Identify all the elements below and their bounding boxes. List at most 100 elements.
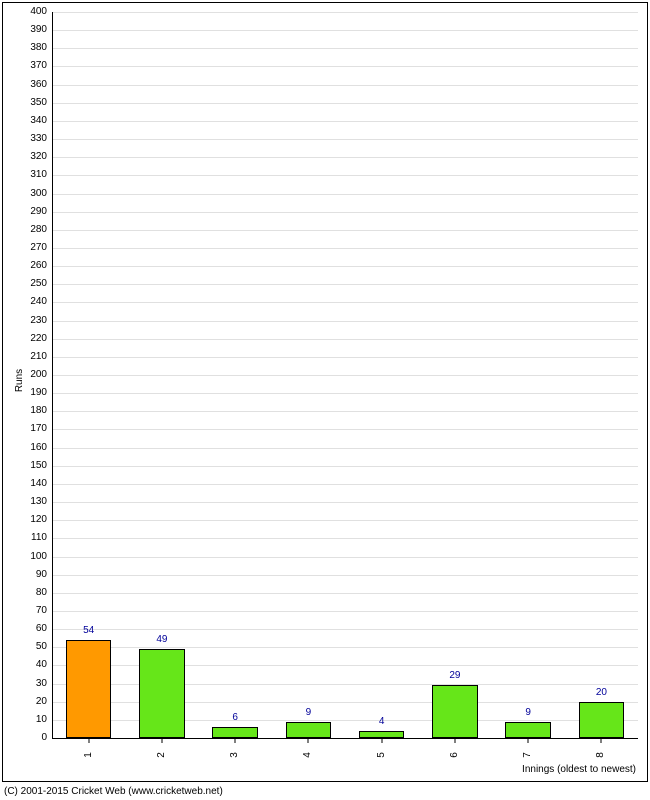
gridline <box>52 629 638 630</box>
chart-container: Runs Innings (oldest to newest) (C) 2001… <box>0 0 650 800</box>
gridline <box>52 538 638 539</box>
y-tick-label: 70 <box>22 606 47 616</box>
x-tick-label: 6 <box>450 752 460 758</box>
y-tick-label: 170 <box>22 424 47 434</box>
x-tick-label: 4 <box>303 752 313 758</box>
y-tick-label: 110 <box>22 533 47 543</box>
y-tick-label: 190 <box>22 388 47 398</box>
x-tick-label: 3 <box>230 752 240 758</box>
x-tick-label: 8 <box>596 752 606 758</box>
gridline <box>52 212 638 213</box>
bar <box>579 702 624 738</box>
y-tick-label: 330 <box>22 134 47 144</box>
bar-value-label: 9 <box>306 708 312 718</box>
y-tick-label: 40 <box>22 660 47 670</box>
x-tick-mark <box>601 738 602 743</box>
x-tick-mark <box>161 738 162 743</box>
y-tick-label: 160 <box>22 443 47 453</box>
y-tick-label: 150 <box>22 461 47 471</box>
y-tick-label: 310 <box>22 170 47 180</box>
gridline <box>52 194 638 195</box>
gridline <box>52 575 638 576</box>
gridline <box>52 66 638 67</box>
y-tick-label: 360 <box>22 80 47 90</box>
bar <box>432 685 477 738</box>
x-tick-mark <box>308 738 309 743</box>
y-tick-label: 380 <box>22 43 47 53</box>
y-tick-label: 300 <box>22 189 47 199</box>
gridline <box>52 139 638 140</box>
bar <box>505 722 550 738</box>
x-axis-line <box>52 738 638 739</box>
gridline <box>52 230 638 231</box>
gridline <box>52 557 638 558</box>
gridline <box>52 429 638 430</box>
gridline <box>52 103 638 104</box>
gridline <box>52 339 638 340</box>
y-tick-label: 220 <box>22 334 47 344</box>
y-tick-label: 200 <box>22 370 47 380</box>
bar-value-label: 54 <box>83 626 94 636</box>
x-axis-title: Innings (oldest to newest) <box>522 764 636 775</box>
y-tick-label: 250 <box>22 279 47 289</box>
y-tick-label: 270 <box>22 243 47 253</box>
y-tick-label: 340 <box>22 116 47 126</box>
y-tick-label: 140 <box>22 479 47 489</box>
bar <box>139 649 184 738</box>
gridline <box>52 157 638 158</box>
gridline <box>52 411 638 412</box>
y-tick-label: 240 <box>22 297 47 307</box>
y-tick-label: 400 <box>22 7 47 17</box>
gridline <box>52 393 638 394</box>
y-tick-label: 130 <box>22 497 47 507</box>
gridline <box>52 321 638 322</box>
y-tick-label: 210 <box>22 352 47 362</box>
gridline <box>52 448 638 449</box>
y-tick-label: 90 <box>22 570 47 580</box>
x-tick-mark <box>88 738 89 743</box>
bar <box>286 722 331 738</box>
gridline <box>52 284 638 285</box>
bar-value-label: 49 <box>156 635 167 645</box>
y-tick-label: 230 <box>22 316 47 326</box>
gridline <box>52 85 638 86</box>
y-tick-label: 120 <box>22 515 47 525</box>
bar <box>359 731 404 738</box>
gridline <box>52 175 638 176</box>
y-tick-label: 290 <box>22 207 47 217</box>
gridline <box>52 357 638 358</box>
y-tick-label: 280 <box>22 225 47 235</box>
gridline <box>52 302 638 303</box>
y-tick-label: 370 <box>22 61 47 71</box>
bar-value-label: 9 <box>525 708 531 718</box>
y-tick-label: 50 <box>22 642 47 652</box>
y-tick-label: 80 <box>22 588 47 598</box>
gridline <box>52 466 638 467</box>
y-tick-label: 20 <box>22 697 47 707</box>
x-tick-label: 7 <box>523 752 533 758</box>
y-tick-label: 350 <box>22 98 47 108</box>
y-tick-label: 180 <box>22 406 47 416</box>
y-tick-label: 10 <box>22 715 47 725</box>
gridline <box>52 375 638 376</box>
gridline <box>52 484 638 485</box>
y-tick-label: 30 <box>22 679 47 689</box>
x-tick-label: 5 <box>377 752 387 758</box>
footer-copyright: (C) 2001-2015 Cricket Web (www.cricketwe… <box>4 786 223 797</box>
bar-value-label: 4 <box>379 717 385 727</box>
gridline <box>52 611 638 612</box>
bar <box>66 640 111 738</box>
x-tick-mark <box>381 738 382 743</box>
gridline <box>52 248 638 249</box>
gridline <box>52 48 638 49</box>
gridline <box>52 12 638 13</box>
y-tick-label: 100 <box>22 552 47 562</box>
plot-area <box>52 12 638 738</box>
bar <box>212 727 257 738</box>
y-tick-label: 60 <box>22 624 47 634</box>
gridline <box>52 266 638 267</box>
gridline <box>52 30 638 31</box>
bar-value-label: 6 <box>232 713 238 723</box>
bar-value-label: 20 <box>596 688 607 698</box>
y-axis-line <box>52 12 53 738</box>
